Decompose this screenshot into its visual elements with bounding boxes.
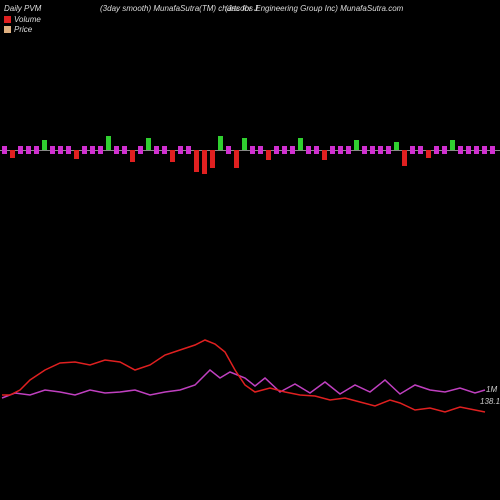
- line-chart: [0, 0, 500, 500]
- volume-end-label: 1M: [486, 386, 497, 394]
- price-end-label: 138.10: [480, 398, 500, 406]
- volume-line: [2, 340, 485, 412]
